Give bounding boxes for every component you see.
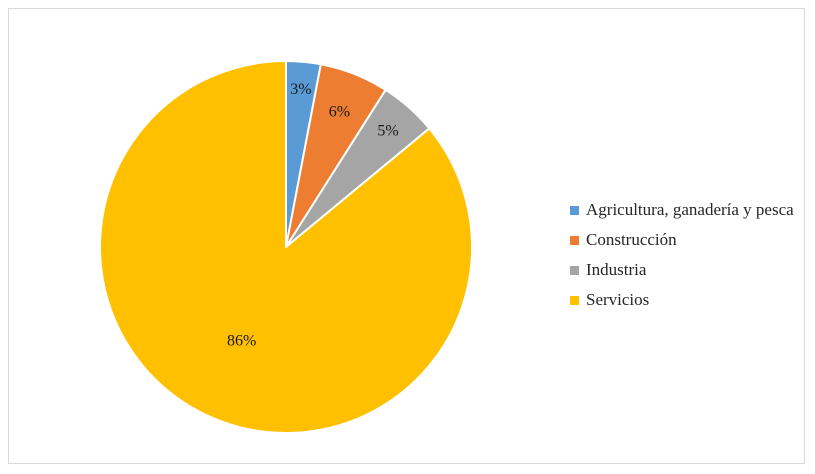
legend-entry-agricultura: Agricultura, ganadería y pesca <box>570 195 794 225</box>
data-label-agricultura: 3% <box>290 81 311 98</box>
data-label-servicios: 86% <box>227 333 256 350</box>
pie-chart: 3% 6% 5% 86% <box>99 59 473 434</box>
legend-entry-servicios: Servicios <box>570 285 794 315</box>
legend-swatch-agricultura <box>570 205 579 215</box>
chart-legend: Agricultura, ganadería y pesca Construcc… <box>570 195 794 315</box>
legend-swatch-industria <box>570 265 579 275</box>
chart-area: 3% 6% 5% 86% Agricultura, ganadería y pesca… <box>8 8 805 464</box>
legend-label-agricultura: Agricultura, ganadería y pesca <box>586 200 794 219</box>
pie-slice-servicios <box>99 60 473 434</box>
legend-label-servicios: Servicios <box>586 290 650 309</box>
legend-entry-industria: Industria <box>570 255 794 285</box>
legend-entry-construccion: Construcción <box>570 225 794 255</box>
data-label-construccion: 6% <box>329 104 350 121</box>
legend-label-industria: Industria <box>586 260 647 279</box>
legend-swatch-construccion <box>570 235 579 245</box>
legend-swatch-servicios <box>570 295 579 305</box>
data-label-industria: 5% <box>377 123 398 140</box>
legend-label-construccion: Construcción <box>586 230 677 249</box>
